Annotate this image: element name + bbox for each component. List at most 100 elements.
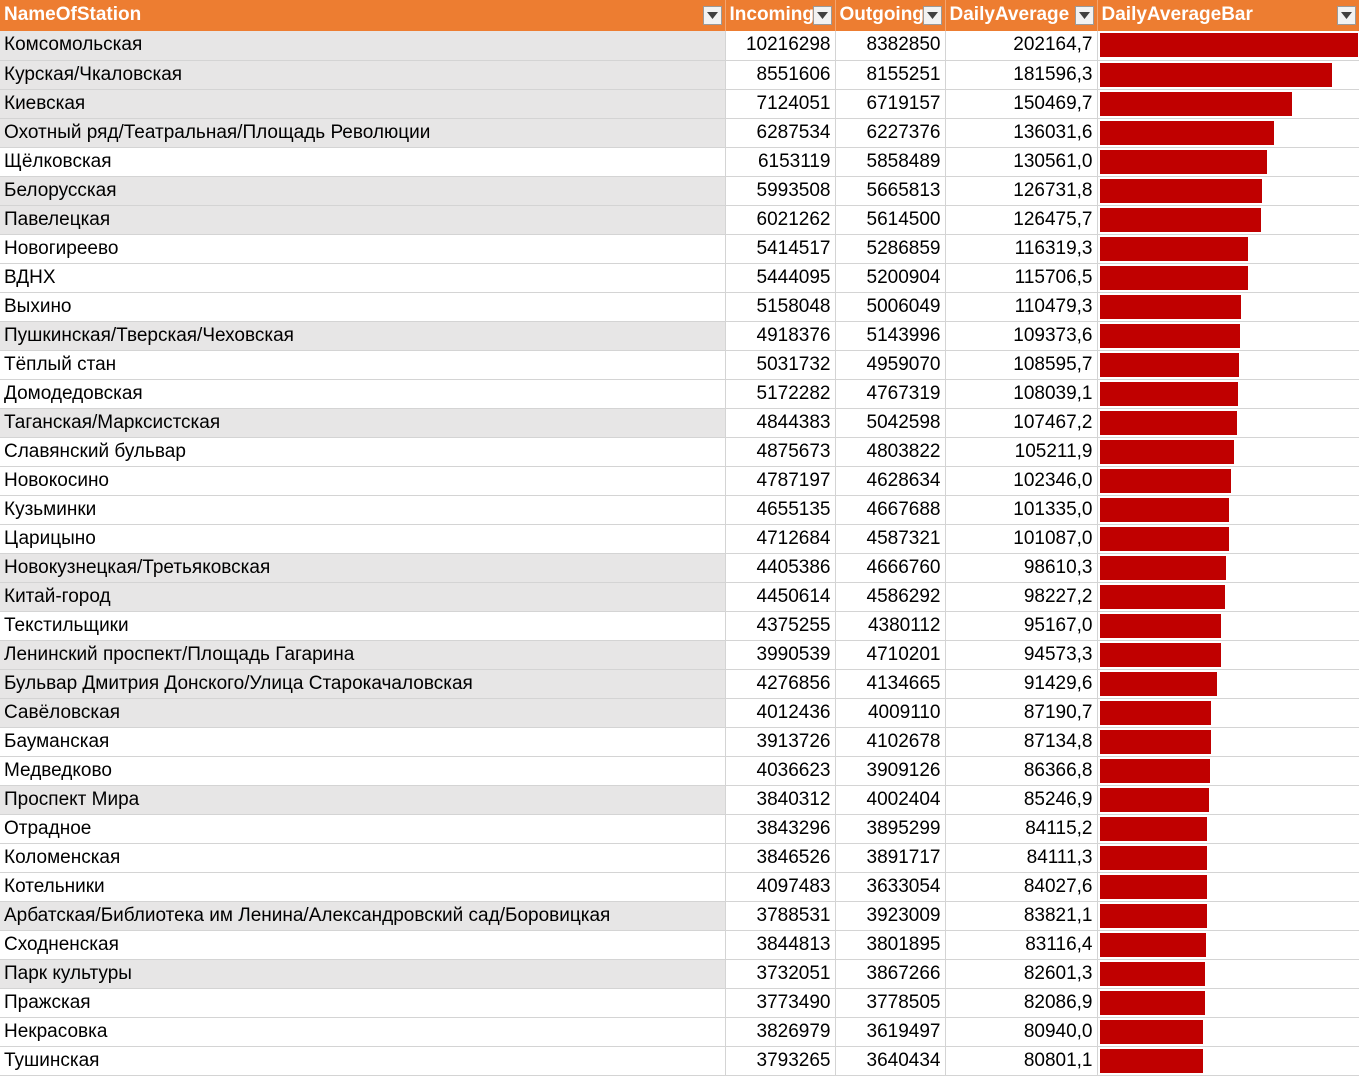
daily-average-cell[interactable]: 202164,7 [945,31,1098,61]
daily-average-bar-cell[interactable] [1097,31,1359,61]
daily-average-cell[interactable]: 83821,1 [945,901,1098,931]
daily-average-bar-cell[interactable] [1097,350,1359,380]
incoming-cell[interactable]: 3826979 [725,1017,836,1047]
header-daily-average[interactable]: DailyAverage [945,0,1098,31]
daily-average-bar-cell[interactable] [1097,582,1359,612]
outgoing-cell[interactable]: 8155251 [835,60,946,90]
station-name-cell[interactable]: Некрасовка [0,1017,726,1047]
daily-average-bar-cell[interactable] [1097,669,1359,699]
outgoing-cell[interactable]: 3619497 [835,1017,946,1047]
outgoing-cell[interactable]: 5286859 [835,234,946,264]
station-name-cell[interactable]: Домодедовская [0,379,726,409]
incoming-cell[interactable]: 3773490 [725,988,836,1018]
incoming-cell[interactable]: 5031732 [725,350,836,380]
daily-average-cell[interactable]: 136031,6 [945,118,1098,148]
incoming-cell[interactable]: 5158048 [725,292,836,322]
daily-average-bar-cell[interactable] [1097,263,1359,293]
daily-average-cell[interactable]: 107467,2 [945,408,1098,438]
daily-average-bar-cell[interactable] [1097,814,1359,844]
outgoing-cell[interactable]: 4803822 [835,437,946,467]
daily-average-bar-cell[interactable] [1097,1046,1359,1076]
daily-average-bar-cell[interactable] [1097,901,1359,931]
incoming-cell[interactable]: 4097483 [725,872,836,902]
daily-average-cell[interactable]: 101087,0 [945,524,1098,554]
incoming-cell[interactable]: 5172282 [725,379,836,409]
daily-average-cell[interactable]: 101335,0 [945,495,1098,525]
daily-average-bar-cell[interactable] [1097,756,1359,786]
outgoing-cell[interactable]: 3640434 [835,1046,946,1076]
daily-average-bar-cell[interactable] [1097,553,1359,583]
daily-average-cell[interactable]: 95167,0 [945,611,1098,641]
outgoing-cell[interactable]: 6719157 [835,89,946,119]
incoming-cell[interactable]: 3913726 [725,727,836,757]
daily-average-cell[interactable]: 82086,9 [945,988,1098,1018]
outgoing-cell[interactable]: 4959070 [835,350,946,380]
filter-dropdown-button[interactable] [1074,6,1094,25]
station-name-cell[interactable]: Тёплый стан [0,350,726,380]
daily-average-bar-cell[interactable] [1097,930,1359,960]
daily-average-bar-cell[interactable] [1097,1017,1359,1047]
station-name-cell[interactable]: Новокосино [0,466,726,496]
incoming-cell[interactable]: 3793265 [725,1046,836,1076]
daily-average-bar-cell[interactable] [1097,640,1359,670]
station-name-cell[interactable]: Киевская [0,89,726,119]
outgoing-cell[interactable]: 4628634 [835,466,946,496]
daily-average-cell[interactable]: 108039,1 [945,379,1098,409]
filter-dropdown-button[interactable] [812,6,832,25]
incoming-cell[interactable]: 3844813 [725,930,836,960]
daily-average-bar-cell[interactable] [1097,176,1359,206]
incoming-cell[interactable]: 3843296 [725,814,836,844]
incoming-cell[interactable]: 4875673 [725,437,836,467]
daily-average-bar-cell[interactable] [1097,698,1359,728]
station-name-cell[interactable]: Курская/Чкаловская [0,60,726,90]
daily-average-cell[interactable]: 86366,8 [945,756,1098,786]
incoming-cell[interactable]: 8551606 [725,60,836,90]
daily-average-cell[interactable]: 80940,0 [945,1017,1098,1047]
station-name-cell[interactable]: Щёлковская [0,147,726,177]
daily-average-cell[interactable]: 80801,1 [945,1046,1098,1076]
outgoing-cell[interactable]: 3633054 [835,872,946,902]
daily-average-cell[interactable]: 84115,2 [945,814,1098,844]
outgoing-cell[interactable]: 4002404 [835,785,946,815]
station-name-cell[interactable]: Выхино [0,292,726,322]
outgoing-cell[interactable]: 8382850 [835,31,946,61]
outgoing-cell[interactable]: 3801895 [835,930,946,960]
filter-dropdown-button[interactable] [1336,6,1356,25]
station-name-cell[interactable]: Царицыно [0,524,726,554]
daily-average-cell[interactable]: 87190,7 [945,698,1098,728]
incoming-cell[interactable]: 3990539 [725,640,836,670]
daily-average-bar-cell[interactable] [1097,379,1359,409]
station-name-cell[interactable]: Сходненская [0,930,726,960]
outgoing-cell[interactable]: 5665813 [835,176,946,206]
outgoing-cell[interactable]: 4587321 [835,524,946,554]
filter-dropdown-button[interactable] [702,6,722,25]
outgoing-cell[interactable]: 4710201 [835,640,946,670]
station-name-cell[interactable]: Отрадное [0,814,726,844]
daily-average-bar-cell[interactable] [1097,959,1359,989]
incoming-cell[interactable]: 3788531 [725,901,836,931]
incoming-cell[interactable]: 3732051 [725,959,836,989]
daily-average-cell[interactable]: 84027,6 [945,872,1098,902]
incoming-cell[interactable]: 5414517 [725,234,836,264]
header-name-of-station[interactable]: NameOfStation [0,0,726,31]
incoming-cell[interactable]: 4405386 [725,553,836,583]
header-outgoing[interactable]: Outgoing [835,0,946,31]
station-name-cell[interactable]: Текстильщики [0,611,726,641]
outgoing-cell[interactable]: 5006049 [835,292,946,322]
station-name-cell[interactable]: Павелецкая [0,205,726,235]
station-name-cell[interactable]: Ленинский проспект/Площадь Гагарина [0,640,726,670]
daily-average-bar-cell[interactable] [1097,118,1359,148]
daily-average-cell[interactable]: 85246,9 [945,785,1098,815]
daily-average-cell[interactable]: 98610,3 [945,553,1098,583]
daily-average-bar-cell[interactable] [1097,611,1359,641]
station-name-cell[interactable]: Проспект Мира [0,785,726,815]
daily-average-cell[interactable]: 115706,5 [945,263,1098,293]
daily-average-cell[interactable]: 84111,3 [945,843,1098,873]
incoming-cell[interactable]: 4375255 [725,611,836,641]
outgoing-cell[interactable]: 4134665 [835,669,946,699]
outgoing-cell[interactable]: 3778505 [835,988,946,1018]
outgoing-cell[interactable]: 5614500 [835,205,946,235]
incoming-cell[interactable]: 4012436 [725,698,836,728]
outgoing-cell[interactable]: 4666760 [835,553,946,583]
station-name-cell[interactable]: Бауманская [0,727,726,757]
